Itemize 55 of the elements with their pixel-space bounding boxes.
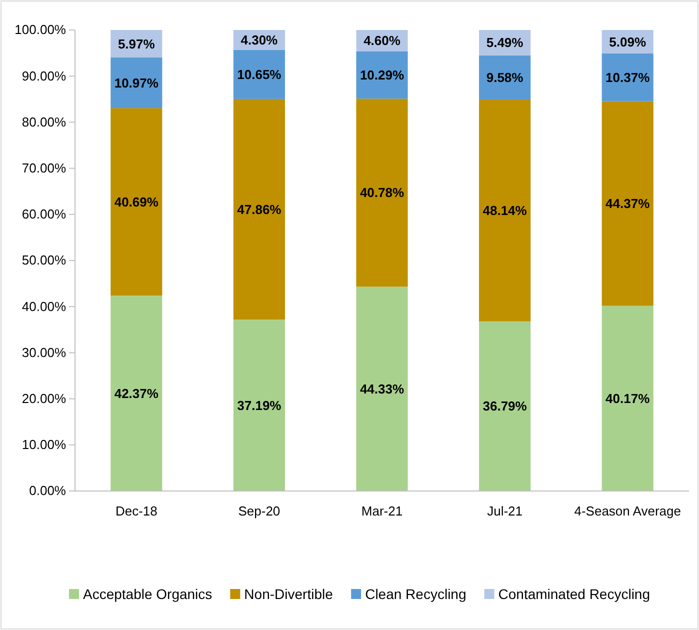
y-tick-label: 30.00% [22,344,66,360]
y-tick-label: 90.00% [22,68,66,84]
data-label: 44.33% [360,381,404,396]
x-tick-label: Jul-21 [487,504,523,519]
data-label: 10.97% [114,75,159,90]
data-label: 40.78% [360,185,404,200]
bar [356,286,408,491]
data-label: 10.65% [237,66,282,82]
bar [479,99,531,322]
y-tick-label: 20.00% [22,390,66,406]
data-label: 4.60% [364,33,401,48]
bar [602,306,654,491]
data-label: 5.97% [118,36,156,52]
data-label: 48.14% [482,202,528,218]
y-tick-label: 100.00% [14,22,66,38]
y-tick-label: 10.00% [22,437,66,452]
data-label: 5.09% [609,34,646,50]
legend-label: Acceptable Organics [82,586,212,602]
y-tick-label: 70.00% [22,160,66,176]
bar [356,51,408,99]
bar [479,321,531,491]
data-label: 5.49% [486,35,524,50]
legend-label: Clean Recycling [365,586,466,602]
x-tick-label: Sep-20 [238,504,280,519]
x-tick-label: 4-Season Average [574,504,681,519]
bar [479,55,531,100]
data-label: 9.58% [486,70,524,85]
x-tick-label: Mar-21 [361,504,403,519]
data-label: 37.19% [237,398,282,413]
data-label: 40.17% [606,390,650,406]
bar [602,101,654,306]
legend-label: Non-Divertible [244,586,334,602]
y-tick-label: 0.00% [29,483,66,498]
bar [110,108,162,296]
bar [602,53,654,102]
bar [110,296,162,491]
y-tick-label: 80.00% [22,114,66,130]
data-label: 10.37% [606,70,650,85]
y-tick-label: 50.00% [22,252,66,268]
bar [233,320,285,491]
y-tick-label: 60.00% [22,206,66,222]
data-label: 42.37% [114,386,159,401]
bar [233,98,285,320]
data-label: 4.30% [240,32,278,48]
data-label: 44.37% [606,196,650,212]
data-label: 40.69% [114,194,159,210]
data-label: 47.86% [237,202,282,217]
bar [233,50,285,99]
data-label: 36.79% [482,398,528,414]
legend-label: Contaminated Recycling [498,586,650,602]
data-label: 10.29% [360,67,404,82]
bar [110,58,162,108]
x-tick-label: Dec-18 [115,504,158,519]
y-tick-label: 40.00% [22,298,66,314]
bar [356,98,408,287]
